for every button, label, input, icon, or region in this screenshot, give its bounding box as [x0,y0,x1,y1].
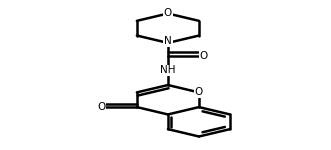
Text: NH: NH [160,65,176,75]
Text: O: O [195,87,203,97]
Text: O: O [97,102,105,112]
Text: O: O [164,9,172,18]
Text: O: O [200,51,208,61]
Text: N: N [164,36,172,46]
